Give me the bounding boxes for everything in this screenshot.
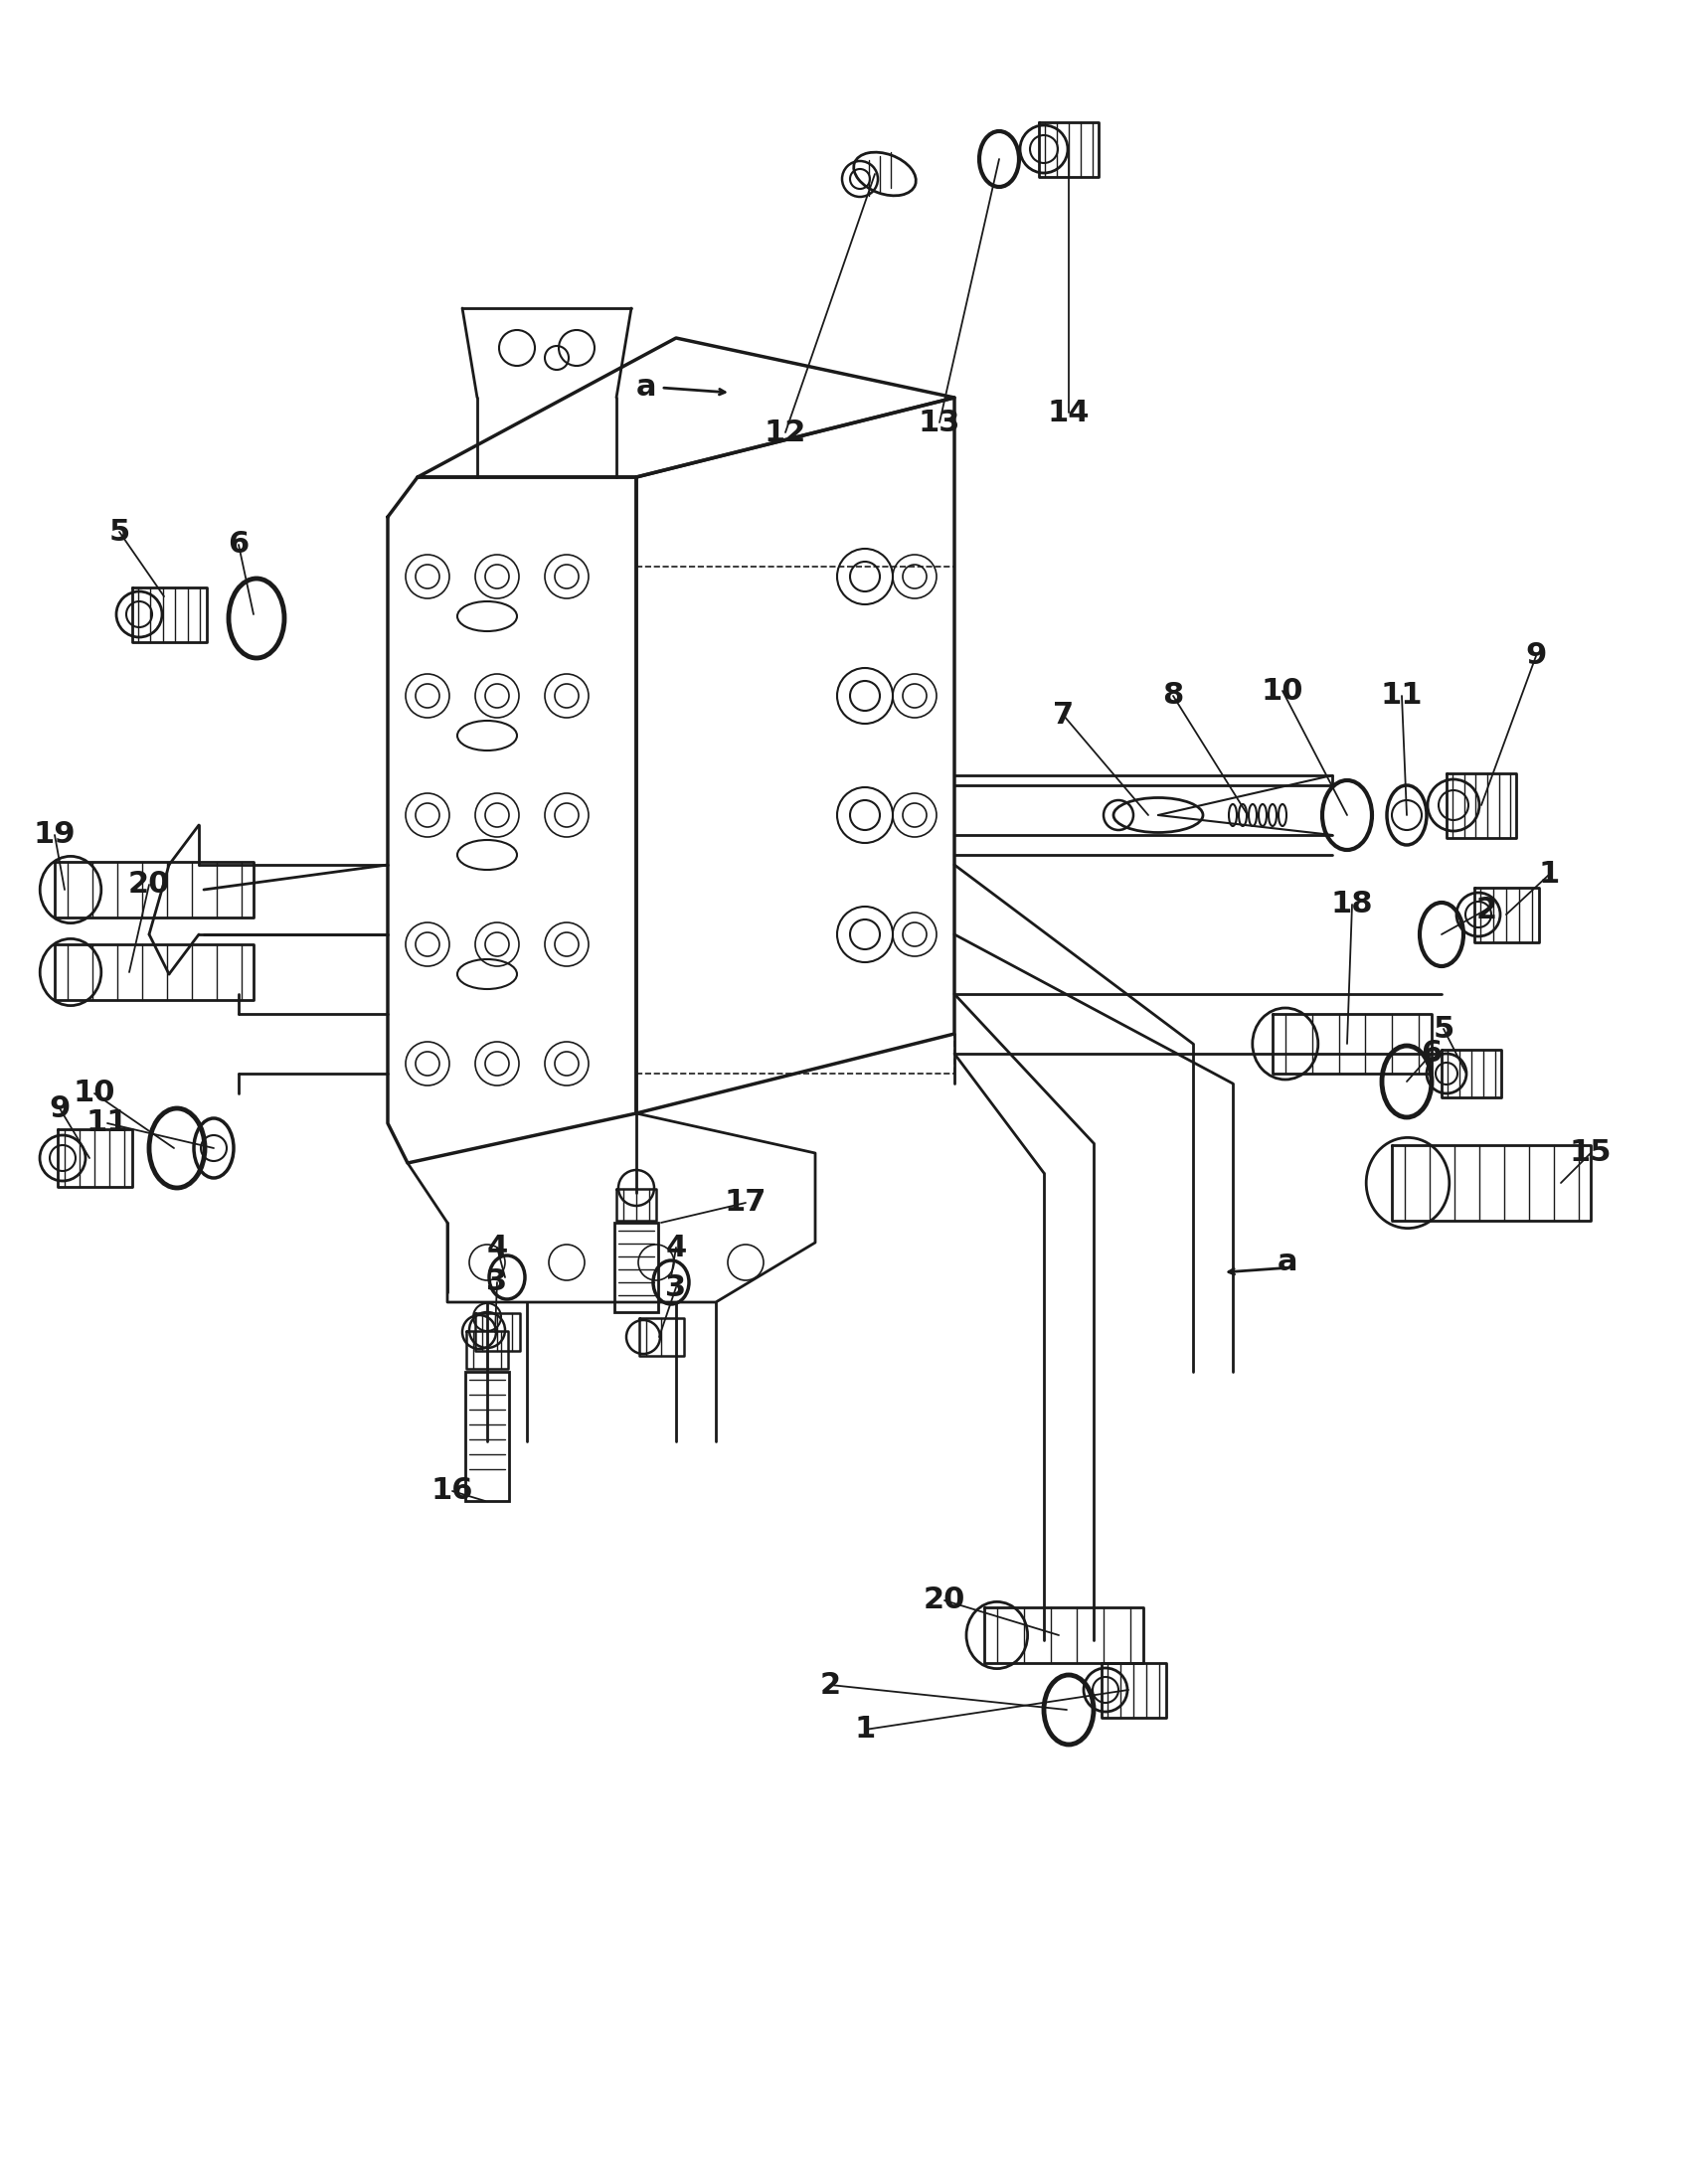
Text: 8: 8: [1163, 681, 1184, 710]
Text: a: a: [1278, 1248, 1298, 1276]
Text: 11: 11: [85, 1109, 128, 1137]
Text: 19: 19: [34, 820, 75, 848]
Text: 3: 3: [487, 1267, 507, 1298]
Text: 11: 11: [1380, 681, 1423, 710]
Text: 1: 1: [854, 1714, 876, 1745]
Text: 9: 9: [1525, 642, 1547, 671]
Text: 4: 4: [487, 1233, 507, 1263]
Text: 2: 2: [1476, 896, 1496, 924]
Text: 6: 6: [229, 529, 249, 560]
Text: 1: 1: [1539, 859, 1559, 890]
Text: 5: 5: [1433, 1013, 1454, 1044]
Text: 16: 16: [430, 1476, 473, 1506]
Text: 20: 20: [128, 870, 171, 898]
Text: 10: 10: [1262, 677, 1303, 705]
Text: 13: 13: [919, 408, 960, 436]
Text: 5: 5: [109, 516, 130, 547]
Text: 14: 14: [1047, 397, 1090, 427]
Text: 9: 9: [50, 1094, 70, 1122]
Text: 2: 2: [820, 1671, 840, 1699]
Bar: [465, 1371, 509, 1502]
Bar: [615, 1222, 658, 1313]
Text: 20: 20: [924, 1586, 965, 1614]
Text: 12: 12: [765, 419, 806, 447]
Text: 15: 15: [1570, 1139, 1612, 1167]
Text: 10: 10: [73, 1078, 116, 1109]
Text: 6: 6: [1421, 1039, 1442, 1068]
Text: 7: 7: [1054, 701, 1074, 729]
Text: a: a: [635, 373, 656, 401]
Text: 18: 18: [1331, 890, 1373, 918]
Text: 4: 4: [666, 1233, 687, 1263]
Text: 3: 3: [666, 1274, 687, 1302]
Text: 17: 17: [724, 1189, 767, 1217]
